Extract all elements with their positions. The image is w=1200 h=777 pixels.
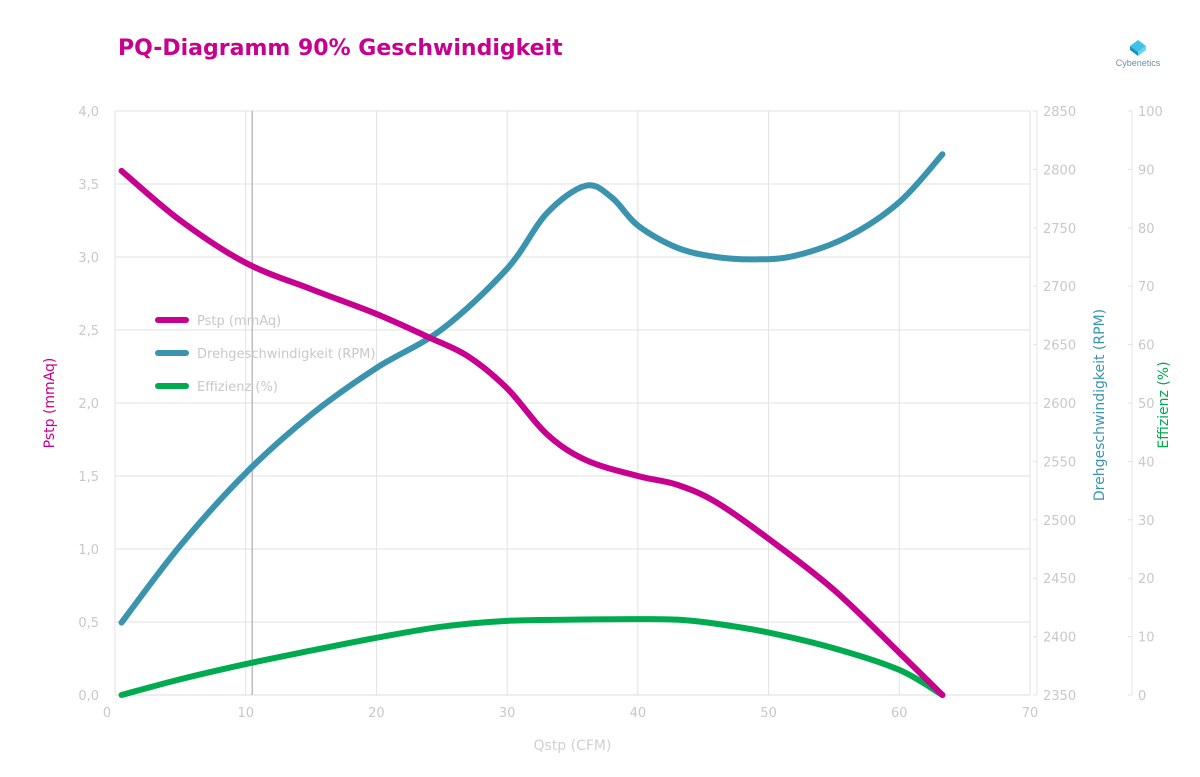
cube-logo-icon (1130, 40, 1146, 56)
left-tick-label: 2,0 (78, 397, 99, 412)
left-tick-label: 1,5 (78, 470, 99, 485)
right-tick-label: 2700 (1043, 280, 1076, 295)
right-tick-label: 30 (1138, 514, 1155, 529)
right-tick-label: 80 (1138, 222, 1155, 237)
right-tick-label: 2500 (1043, 514, 1076, 529)
left-tick-label: 2,5 (78, 324, 99, 339)
x-tick-label: 10 (237, 706, 254, 721)
left-axis-ticks: 0,0 0,5 1,0 1,5 2,0 2,5 3,0 3,5 4,0 (78, 105, 99, 704)
right-tick-label: 2850 (1043, 105, 1076, 120)
x-tick-label: 0 (103, 706, 111, 721)
right-tick-label: 20 (1138, 572, 1155, 587)
right-tick-label: 2450 (1043, 572, 1076, 587)
right-tick-label: 2650 (1043, 339, 1076, 354)
right-tick-label: 2400 (1043, 631, 1076, 646)
right-tick-label: 10 (1138, 631, 1155, 646)
right-tick-label: 2800 (1043, 163, 1076, 178)
rpm-axis-label: Drehgeschwindigkeit (RPM) (1092, 309, 1108, 501)
left-tick-label: 0,0 (78, 689, 99, 704)
x-axis-label: Qstp (CFM) (534, 738, 612, 754)
right-tick-label: 2350 (1043, 689, 1076, 704)
brand-name: Cybenetics (1115, 58, 1161, 68)
x-tick-label: 40 (630, 706, 647, 721)
right-tick-label: 70 (1138, 280, 1155, 295)
right-tick-label: 100 (1138, 105, 1163, 120)
efficiency-series-line (118, 616, 946, 698)
right-tick-label: 2750 (1043, 222, 1076, 237)
right-tick-label: 2600 (1043, 397, 1076, 412)
rpm-axis-ticks: 2350 2400 2450 2500 2550 2600 2650 2700 2750 2800… (1033, 105, 1076, 704)
x-tick-label: 20 (368, 706, 385, 721)
pstp-series-line (118, 167, 946, 698)
left-tick-label: 0,5 (78, 616, 99, 631)
left-tick-label: 4,0 (78, 105, 99, 120)
left-tick-label: 1,0 (78, 543, 99, 558)
right-tick-label: 90 (1138, 163, 1155, 178)
right-tick-label: 40 (1138, 455, 1155, 470)
legend-label-pstp: Pstp (mmAq) (197, 314, 281, 329)
efficiency-axis-label: Effizienz (%) (1156, 361, 1172, 448)
x-tick-label: 60 (891, 706, 908, 721)
x-axis-ticks: 0 10 20 30 40 50 60 70 (103, 706, 1038, 721)
left-tick-label: 3,5 (78, 178, 99, 193)
brand-logo: Cybenetics (1108, 38, 1168, 72)
legend: Pstp (mmAq) Drehgeschwindigkeit (RPM) Effi… (155, 314, 375, 395)
x-tick-label: 30 (499, 706, 516, 721)
left-tick-label: 3,0 (78, 251, 99, 266)
right-tick-label: 0 (1138, 689, 1146, 704)
right-tick-label: 2550 (1043, 455, 1076, 470)
series-layer (118, 151, 946, 698)
efficiency-axis-ticks: 0 10 20 30 40 50 60 70 80 90 100 (1128, 105, 1163, 704)
legend-label-rpm: Drehgeschwindigkeit (RPM) (197, 347, 375, 362)
right-tick-label: 50 (1138, 397, 1155, 412)
grid-lines (114, 110, 1133, 696)
right-tick-label: 60 (1138, 339, 1155, 354)
left-axis-label: Pstp (mmAq) (42, 358, 58, 449)
legend-label-efficiency: Effizienz (%) (197, 380, 278, 395)
x-tick-label: 70 (1022, 706, 1039, 721)
chart-title: PQ-Diagramm 90% Geschwindigkeit (118, 36, 563, 61)
x-tick-label: 50 (760, 706, 777, 721)
rpm-series-line (118, 151, 946, 626)
